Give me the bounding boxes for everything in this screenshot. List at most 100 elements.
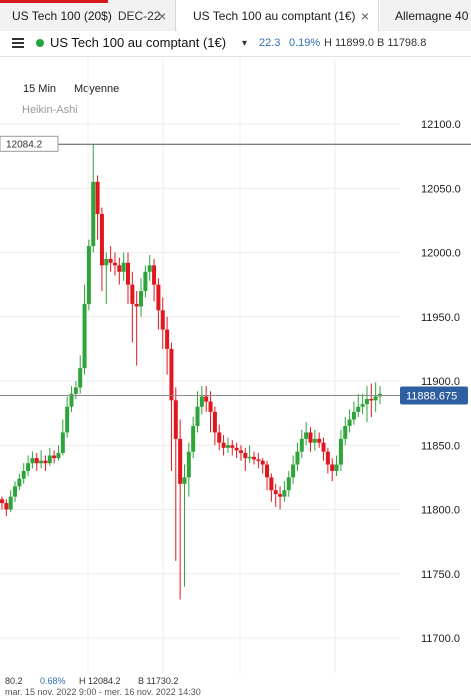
chart-style-label: Heikin-Ashi (22, 104, 78, 116)
high-price-badge (0, 135, 59, 152)
candle-body (169, 348, 174, 401)
candle-body (30, 458, 35, 464)
candle-body (182, 477, 187, 484)
candle-body (117, 265, 122, 272)
candle-body (65, 406, 70, 433)
candle-body (147, 265, 152, 272)
candle-body (260, 460, 265, 465)
candle-body (286, 477, 291, 491)
candle-body (291, 464, 296, 478)
candle-body (160, 310, 165, 330)
candle-body (173, 400, 178, 439)
candle-body (139, 291, 144, 307)
candle-body (230, 445, 235, 448)
candle-body (282, 490, 287, 497)
candle-body (95, 181, 100, 214)
price-tick-label: 11700.0 (421, 633, 460, 645)
candle-body (234, 447, 239, 451)
candle-body (8, 496, 13, 510)
price-chart[interactable]: 15 Min Moyenne Heikin-Ashi 12100.0 12050.… (0, 58, 471, 700)
candle-body (126, 262, 130, 285)
tab-label: US Tech 100 (20$) (12, 8, 112, 23)
tab-sublabel: DEC-22 (117, 8, 161, 23)
candle-body (178, 438, 183, 484)
indicator-selector[interactable]: Moyenne (74, 83, 120, 95)
candle-body (204, 396, 209, 402)
date-range: mar. 15 nov. 2022 9:00 - mer. 16 nov. 20… (5, 687, 201, 697)
candle-body (212, 411, 217, 433)
price-tick-label: 11950.0 (421, 312, 460, 324)
candle-body (17, 478, 22, 487)
tab-allemagne-40[interactable]: Allemagne 40 a (380, 0, 471, 31)
stats-change-percent: 0.68% (40, 676, 66, 686)
stats-bar: 80.2 0.68% H 12084.2 B 11730.2 (0, 673, 471, 687)
tab-label: Allemagne 40 a (395, 8, 471, 23)
candle-body (86, 246, 91, 304)
price-lines: 12084.2 11888.675 (0, 135, 471, 405)
candle-body (347, 419, 352, 426)
candle-body (308, 432, 313, 443)
candle-body (221, 442, 226, 448)
candle-body (321, 442, 326, 452)
candle-body (39, 460, 44, 464)
candle-body (143, 271, 148, 292)
candlestick-chart[interactable]: 12100.0 12050.0 12000.0 11950.0 11900.0 11850… (0, 58, 471, 673)
candle-body (278, 494, 283, 497)
candle-body (312, 438, 317, 443)
tab-us-tech-100-dec22[interactable]: US Tech 100 (20$) DEC-22 × (0, 0, 176, 31)
market-open-icon (36, 39, 44, 47)
tab-bar: US Tech 100 (20$) DEC-22 × US Tech 100 a… (0, 0, 471, 31)
price-tick-label: 12100.0 (421, 119, 461, 131)
candle-body (99, 213, 104, 266)
candle-body (165, 329, 170, 349)
instrument-title[interactable]: US Tech 100 au comptant (1€) (50, 35, 227, 50)
candle-body (13, 486, 18, 497)
candle-body (130, 284, 135, 304)
tab-us-tech-100-spot[interactable]: US Tech 100 au comptant (1€) × (177, 0, 379, 31)
grid-lines (0, 58, 400, 673)
candle-body (82, 303, 87, 369)
candle-body (208, 401, 213, 412)
candle-body (21, 470, 26, 479)
candle-body (317, 438, 322, 443)
stats-low: B 11730.2 (138, 676, 179, 686)
candle-body (247, 456, 252, 459)
candle-body (195, 406, 200, 426)
candle-body (52, 455, 57, 459)
candle-body (256, 459, 261, 461)
candle-body (108, 258, 113, 263)
candle-body (265, 464, 270, 478)
candle-body (304, 432, 309, 439)
chevron-down-icon[interactable]: ▾ (242, 38, 248, 49)
candle-body (338, 438, 343, 465)
candle-body (356, 406, 361, 412)
candle-body (343, 425, 348, 439)
price-tick-label: 11900.0 (421, 376, 460, 388)
price-tick-label: 12000.0 (421, 248, 461, 260)
current-price-badge (400, 386, 468, 405)
close-icon[interactable]: × (361, 7, 370, 24)
candle-body (60, 432, 65, 453)
candle-body (121, 262, 126, 272)
candle-body (360, 404, 365, 407)
candle-body (252, 456, 256, 460)
candles (0, 144, 382, 600)
candle-body (78, 368, 83, 388)
candle-body (104, 258, 109, 266)
timeframe-selector[interactable]: 15 Min (23, 83, 57, 95)
candle-body (43, 460, 48, 464)
candle-body (243, 452, 248, 459)
candle-body (325, 451, 330, 465)
candle-body (330, 464, 335, 471)
price-tick-label: 11800.0 (421, 505, 460, 517)
stats-change: 80.2 (5, 676, 23, 686)
price-tick-label: 11750.0 (421, 569, 460, 581)
candle-body (4, 503, 9, 510)
hamburger-menu-icon[interactable] (12, 38, 24, 48)
close-icon[interactable]: × (158, 7, 167, 24)
current-price-label: 11888.675 (406, 391, 457, 403)
candle-body (91, 181, 96, 247)
candle-body (156, 284, 161, 311)
instrument-header: US Tech 100 au comptant (1€) ▾ 22.3 0.19… (0, 31, 471, 57)
candle-body (112, 262, 117, 266)
